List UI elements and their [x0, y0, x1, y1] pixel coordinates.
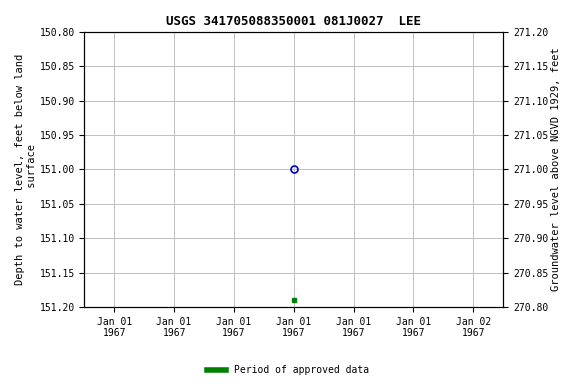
Y-axis label: Depth to water level, feet below land
 surface: Depth to water level, feet below land su…	[15, 54, 37, 285]
Title: USGS 341705088350001 081J0027  LEE: USGS 341705088350001 081J0027 LEE	[166, 15, 421, 28]
Legend: Period of approved data: Period of approved data	[203, 361, 373, 379]
Y-axis label: Groundwater level above NGVD 1929, feet: Groundwater level above NGVD 1929, feet	[551, 48, 561, 291]
